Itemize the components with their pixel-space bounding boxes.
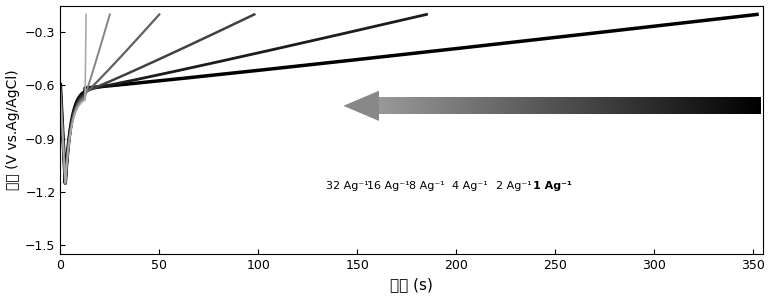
X-axis label: 时间 (s): 时间 (s) — [390, 277, 433, 292]
Text: 2 Ag⁻¹: 2 Ag⁻¹ — [496, 181, 531, 191]
Polygon shape — [344, 91, 379, 121]
Text: 16 Ag⁻¹: 16 Ag⁻¹ — [367, 181, 410, 191]
Text: 1 Ag⁻¹: 1 Ag⁻¹ — [533, 181, 571, 191]
Text: 4 Ag⁻¹: 4 Ag⁻¹ — [452, 181, 488, 191]
Text: 8 Ag⁻¹: 8 Ag⁻¹ — [409, 181, 445, 191]
Text: 32 Ag⁻¹: 32 Ag⁻¹ — [326, 181, 368, 191]
Y-axis label: 电压 (V vs.Ag/AgCl): 电压 (V vs.Ag/AgCl) — [5, 69, 19, 190]
